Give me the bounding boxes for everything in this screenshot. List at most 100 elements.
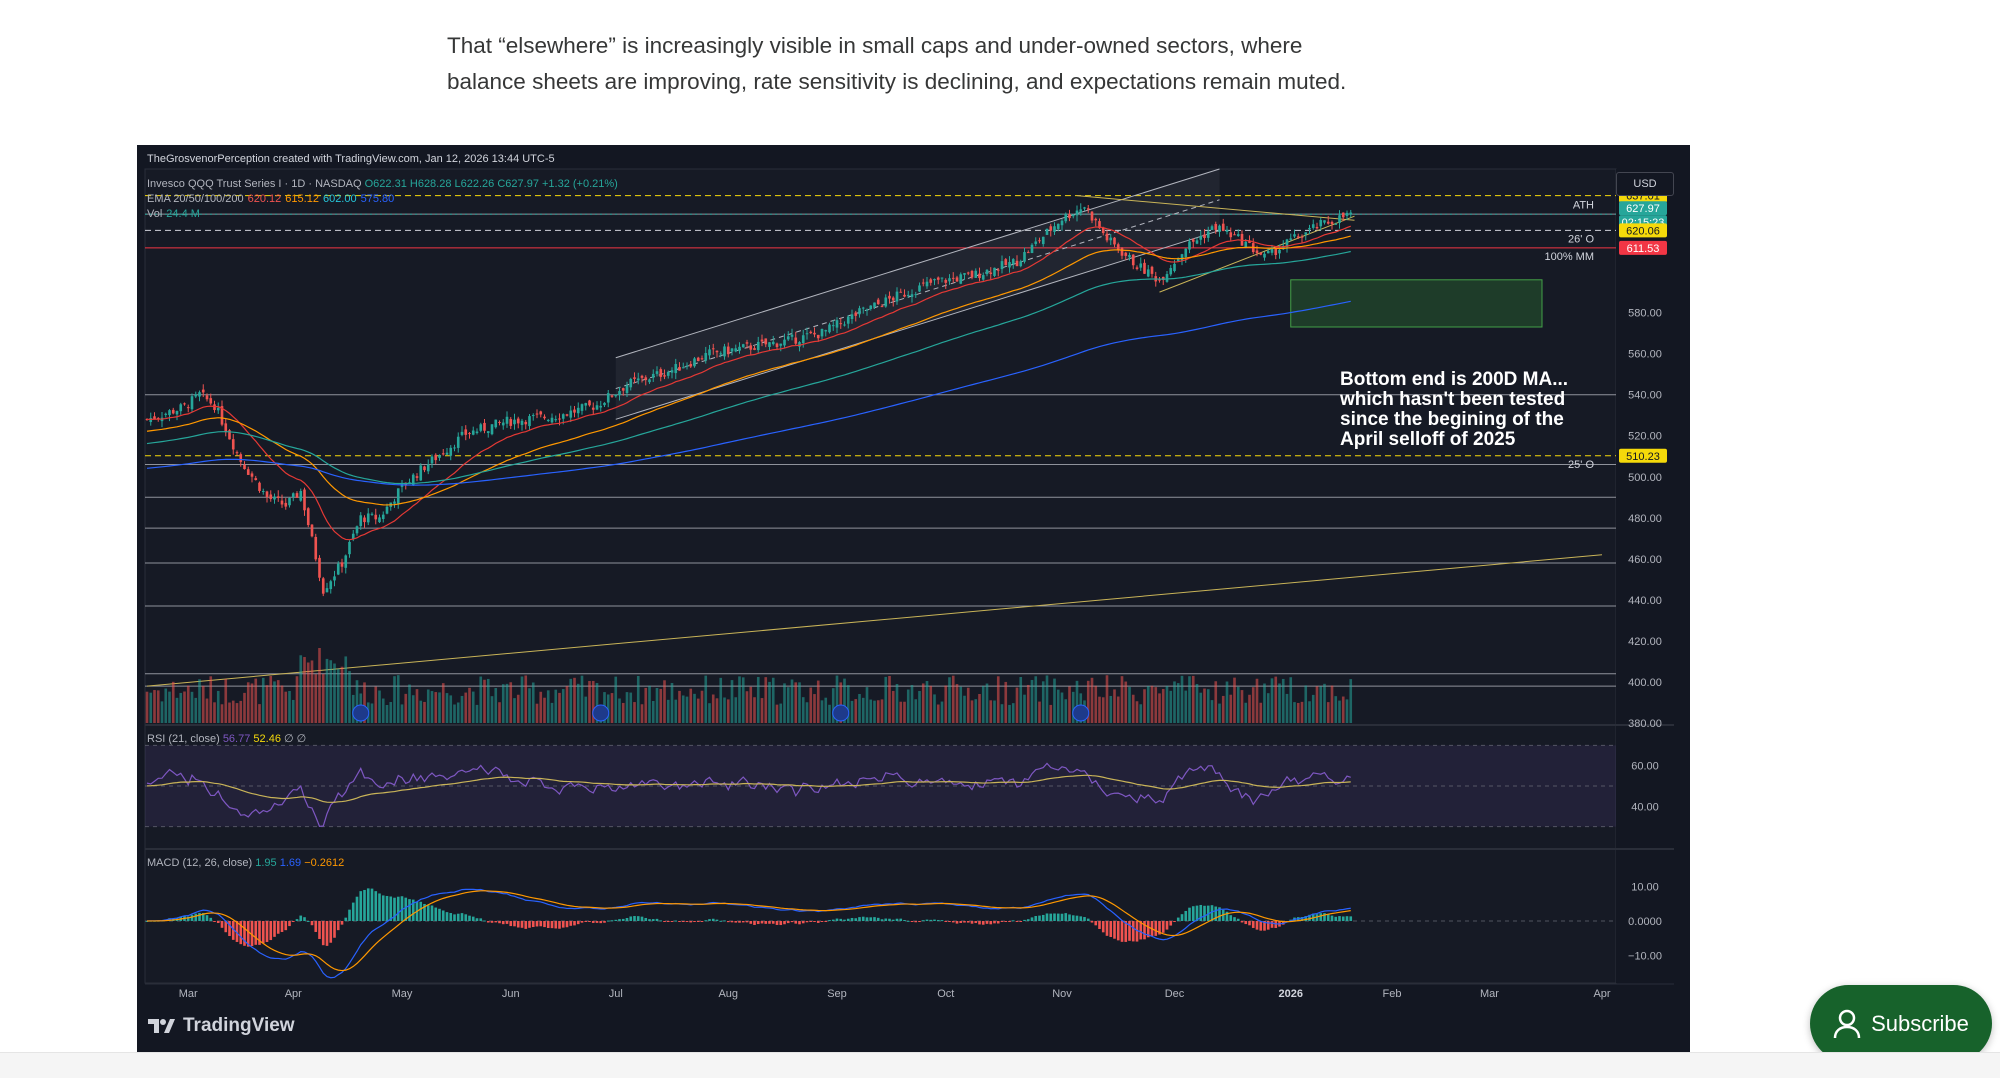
- macd-histogram-bar: [483, 920, 486, 922]
- volume-bar: [1015, 687, 1019, 723]
- price-tick-label: 500.00: [1628, 472, 1662, 484]
- volume-bar: [1248, 694, 1251, 723]
- article-paragraph: That “elsewhere” is increasingly visible…: [447, 28, 1407, 100]
- candle: [970, 271, 974, 278]
- macd-histogram-bar: [963, 921, 966, 923]
- volume-bar: [1038, 701, 1041, 723]
- macd-histogram-bar: [220, 921, 224, 928]
- volume-bar: [254, 678, 258, 723]
- volume-bar: [565, 685, 569, 723]
- candle: [576, 407, 580, 414]
- macd-histogram-bar: [374, 891, 378, 921]
- macd-histogram-bar: [546, 921, 550, 929]
- macd-histogram-bar: [318, 921, 321, 939]
- macd-histogram-bar: [468, 915, 471, 921]
- macd-histogram-bar: [858, 917, 861, 921]
- macd-histogram-bar: [1173, 921, 1176, 922]
- macd-label: MACD (12, 26, close): [147, 857, 253, 869]
- volume-bar: [655, 688, 659, 723]
- macd-histogram-bar: [348, 909, 351, 921]
- candle: [494, 419, 498, 428]
- vol-value: 24.4 M: [166, 208, 200, 220]
- volume-bar: [756, 676, 760, 723]
- volume-bar: [681, 695, 685, 723]
- candle: [700, 358, 704, 360]
- price-badge-label: 611.53: [1627, 243, 1660, 255]
- currency-button[interactable]: USD: [1616, 172, 1674, 196]
- candle: [299, 490, 303, 501]
- volume-bar: [295, 676, 299, 723]
- macd-histogram-bar: [1195, 905, 1199, 921]
- candle: [1289, 238, 1293, 240]
- price-tick-label: 480.00: [1628, 513, 1662, 525]
- chart-meta: TheGrosvenorPerception created with Trad…: [147, 153, 555, 165]
- candle: [1255, 250, 1259, 254]
- macd-histogram-bar: [1098, 921, 1101, 929]
- macd-histogram-bar: [363, 889, 366, 921]
- candle: [978, 273, 981, 279]
- macd-histogram-bar: [704, 920, 708, 922]
- volume-bar: [389, 702, 393, 723]
- time-tick-label: Dec: [1165, 988, 1185, 1000]
- macd-histogram-bar: [486, 921, 490, 923]
- volume-bar: [1023, 694, 1026, 723]
- candle: [824, 330, 828, 332]
- candle: [359, 515, 363, 527]
- subscribe-button[interactable]: Subscribe: [1810, 985, 1992, 1062]
- macd-histogram-bar: [558, 921, 561, 929]
- volume-bar: [764, 677, 768, 723]
- volume-bar: [914, 699, 918, 723]
- candle: [295, 493, 299, 498]
- volume-bar: [336, 668, 340, 723]
- candle: [655, 371, 659, 374]
- candle: [1086, 208, 1090, 210]
- macd-line: [146, 888, 1351, 979]
- candle: [201, 389, 205, 393]
- macd-histogram-bar: [606, 920, 610, 922]
- macd-histogram-bar: [1086, 918, 1090, 921]
- candle: [483, 422, 486, 431]
- candle: [149, 418, 153, 423]
- candle: [1244, 241, 1248, 248]
- volume-bar: [835, 675, 839, 723]
- macd-histogram-bar: [464, 914, 468, 921]
- macd-tick-label: −10.00: [1628, 951, 1662, 963]
- macd-histogram-bar: [1158, 921, 1161, 935]
- candle: [663, 375, 666, 377]
- macd-histogram-bar: [1255, 921, 1259, 930]
- candle: [269, 494, 273, 499]
- candle: [456, 436, 460, 448]
- volume-bar: [959, 686, 963, 723]
- candle: [396, 488, 400, 504]
- candle: [936, 277, 940, 280]
- volume-bar: [456, 702, 460, 723]
- price-tick-label: 460.00: [1628, 554, 1662, 566]
- volume-bar: [1334, 696, 1338, 723]
- candle: [235, 452, 239, 454]
- volume-bar: [906, 689, 910, 723]
- macd-histogram-bar: [396, 896, 400, 921]
- macd-histogram-bar: [1199, 904, 1203, 921]
- volume-bar: [670, 682, 674, 723]
- macd-histogram-bar: [284, 921, 288, 931]
- price-badge-bg: [1619, 201, 1667, 216]
- candle: [246, 469, 250, 475]
- candle: [348, 541, 351, 555]
- volume-bar: [591, 680, 595, 723]
- candle: [325, 588, 329, 593]
- volume-bar: [445, 693, 449, 723]
- macd-histogram-bar: [918, 921, 921, 922]
- volume-bar: [801, 697, 805, 723]
- volume-bar: [325, 658, 329, 723]
- volume-bar: [505, 683, 509, 723]
- candle: [336, 563, 340, 575]
- candle: [756, 341, 760, 351]
- macd-histogram-bar: [1041, 914, 1045, 921]
- candle: [985, 269, 989, 275]
- candle: [1173, 263, 1176, 272]
- candle: [805, 333, 809, 335]
- ema200-value: 575.80: [360, 193, 395, 205]
- candle: [850, 314, 854, 320]
- volume-bar: [734, 697, 738, 723]
- macd-histogram-bar: [794, 921, 798, 924]
